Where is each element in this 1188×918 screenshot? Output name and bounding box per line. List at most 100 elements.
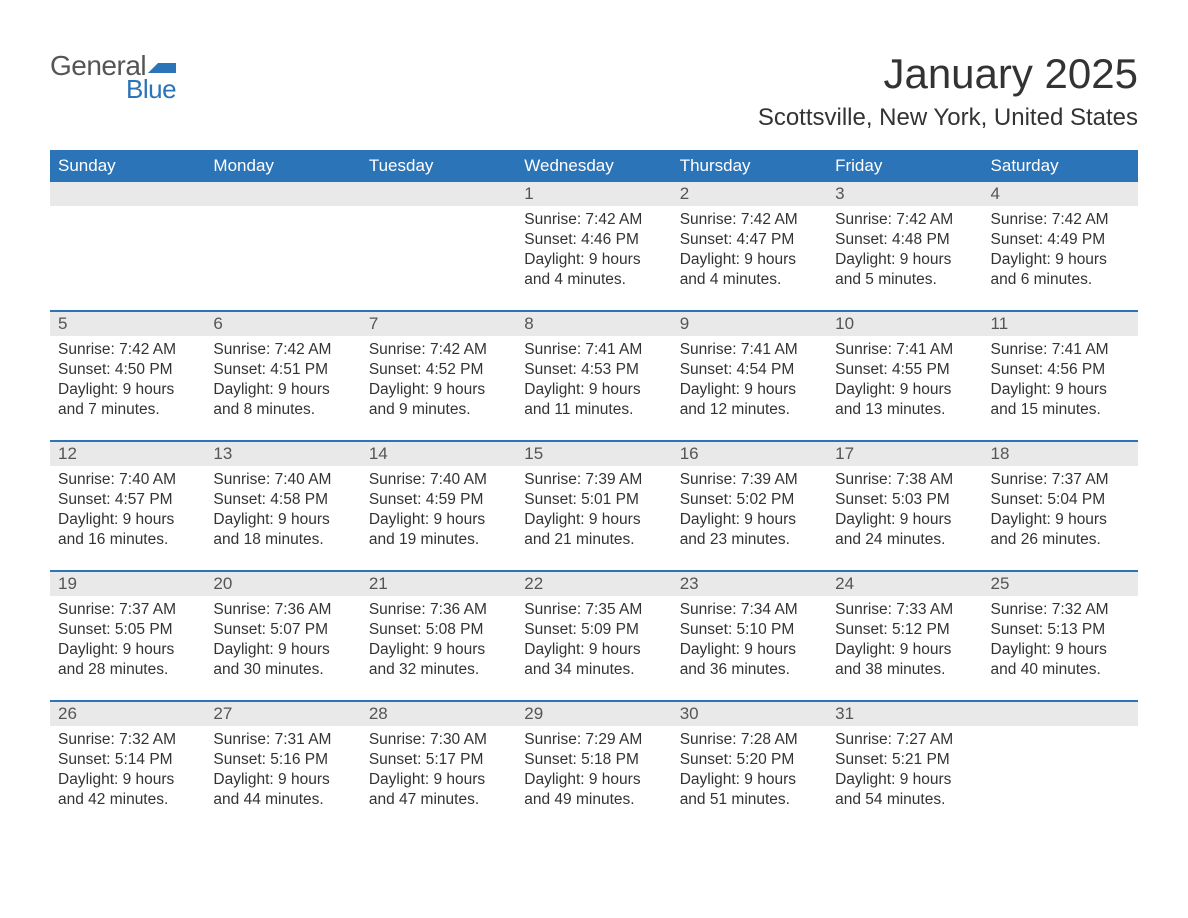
sunset-text: Sunset: 5:04 PM [991, 490, 1130, 510]
day-details: Sunrise: 7:32 AMSunset: 5:14 PMDaylight:… [50, 726, 205, 821]
daylight-text: Daylight: 9 hours and 32 minutes. [369, 640, 508, 680]
calendar-cell: 17Sunrise: 7:38 AMSunset: 5:03 PMDayligh… [827, 442, 982, 570]
day-number: 25 [983, 572, 1138, 596]
dayname-header: Thursday [672, 150, 827, 182]
day-details: Sunrise: 7:42 AMSunset: 4:46 PMDaylight:… [516, 206, 671, 301]
day-details: Sunrise: 7:40 AMSunset: 4:59 PMDaylight:… [361, 466, 516, 561]
dayname-header: Friday [827, 150, 982, 182]
sunset-text: Sunset: 4:51 PM [213, 360, 352, 380]
sunrise-text: Sunrise: 7:39 AM [524, 470, 663, 490]
calendar-cell: 8Sunrise: 7:41 AMSunset: 4:53 PMDaylight… [516, 312, 671, 440]
calendar-cell: 23Sunrise: 7:34 AMSunset: 5:10 PMDayligh… [672, 572, 827, 700]
sunrise-text: Sunrise: 7:30 AM [369, 730, 508, 750]
sunset-text: Sunset: 4:49 PM [991, 230, 1130, 250]
day-details: Sunrise: 7:37 AMSunset: 5:05 PMDaylight:… [50, 596, 205, 691]
daylight-text: Daylight: 9 hours and 19 minutes. [369, 510, 508, 550]
daylight-text: Daylight: 9 hours and 18 minutes. [213, 510, 352, 550]
day-number [50, 182, 205, 206]
day-number: 15 [516, 442, 671, 466]
sunrise-text: Sunrise: 7:41 AM [835, 340, 974, 360]
calendar-cell: 16Sunrise: 7:39 AMSunset: 5:02 PMDayligh… [672, 442, 827, 570]
sunrise-text: Sunrise: 7:33 AM [835, 600, 974, 620]
day-number: 10 [827, 312, 982, 336]
daylight-text: Daylight: 9 hours and 51 minutes. [680, 770, 819, 810]
day-number: 9 [672, 312, 827, 336]
daylight-text: Daylight: 9 hours and 11 minutes. [524, 380, 663, 420]
page-title: January 2025 [883, 50, 1138, 98]
logo: General Blue [50, 50, 210, 98]
day-number: 27 [205, 702, 360, 726]
day-details: Sunrise: 7:39 AMSunset: 5:02 PMDaylight:… [672, 466, 827, 561]
sunrise-text: Sunrise: 7:41 AM [680, 340, 819, 360]
sunset-text: Sunset: 5:02 PM [680, 490, 819, 510]
day-number: 29 [516, 702, 671, 726]
sunset-text: Sunset: 4:52 PM [369, 360, 508, 380]
day-details: Sunrise: 7:32 AMSunset: 5:13 PMDaylight:… [983, 596, 1138, 691]
calendar-cell: 31Sunrise: 7:27 AMSunset: 5:21 PMDayligh… [827, 702, 982, 830]
sunset-text: Sunset: 5:01 PM [524, 490, 663, 510]
sunset-text: Sunset: 4:55 PM [835, 360, 974, 380]
sunrise-text: Sunrise: 7:39 AM [680, 470, 819, 490]
day-number [361, 182, 516, 206]
calendar-cell: 20Sunrise: 7:36 AMSunset: 5:07 PMDayligh… [205, 572, 360, 700]
sunset-text: Sunset: 4:47 PM [680, 230, 819, 250]
day-number: 16 [672, 442, 827, 466]
sunset-text: Sunset: 5:18 PM [524, 750, 663, 770]
day-details: Sunrise: 7:37 AMSunset: 5:04 PMDaylight:… [983, 466, 1138, 561]
dayname-header: Tuesday [361, 150, 516, 182]
sunset-text: Sunset: 4:57 PM [58, 490, 197, 510]
day-number: 28 [361, 702, 516, 726]
day-number: 2 [672, 182, 827, 206]
calendar-cell: 29 Sunrise: 7:29 AMSunset: 5:18 PMDayligh… [516, 702, 671, 830]
week-row: 26Sunrise: 7:32 AMSunset: 5:14 PMDayligh… [50, 700, 1138, 830]
sunrise-text: Sunrise: 7:42 AM [58, 340, 197, 360]
day-details: Sunrise: 7:39 AMSunset: 5:01 PMDaylight:… [516, 466, 671, 561]
day-details: Sunrise: 7:33 AMSunset: 5:12 PMDaylight:… [827, 596, 982, 691]
day-number: 23 [672, 572, 827, 596]
daylight-text: Daylight: 9 hours and 47 minutes. [369, 770, 508, 810]
daylight-text: Daylight: 9 hours and 49 minutes. [524, 770, 663, 810]
week-row: 5Sunrise: 7:42 AMSunset: 4:50 PMDaylight… [50, 310, 1138, 440]
day-details: Sunrise: 7:30 AMSunset: 5:17 PMDaylight:… [361, 726, 516, 821]
day-number: 11 [983, 312, 1138, 336]
dayname-header-row: Sunday Monday Tuesday Wednesday Thursday… [50, 150, 1138, 182]
sunset-text: Sunset: 4:48 PM [835, 230, 974, 250]
day-details: Sunrise: 7:28 AMSunset: 5:20 PMDaylight:… [672, 726, 827, 821]
day-details: Sunrise: 7:42 AMSunset: 4:51 PMDaylight:… [205, 336, 360, 431]
day-number [205, 182, 360, 206]
sunset-text: Sunset: 5:20 PM [680, 750, 819, 770]
calendar-cell: 19Sunrise: 7:37 AMSunset: 5:05 PMDayligh… [50, 572, 205, 700]
day-number: 22 [516, 572, 671, 596]
daylight-text: Daylight: 9 hours and 6 minutes. [991, 250, 1130, 290]
daylight-text: Daylight: 9 hours and 4 minutes. [680, 250, 819, 290]
day-number: 13 [205, 442, 360, 466]
sunrise-text: Sunrise: 7:37 AM [58, 600, 197, 620]
daylight-text: Daylight: 9 hours and 7 minutes. [58, 380, 197, 420]
day-details: Sunrise: 7:36 AMSunset: 5:07 PMDaylight:… [205, 596, 360, 691]
day-number: 31 [827, 702, 982, 726]
day-number: 21 [361, 572, 516, 596]
sunrise-text: Sunrise: 7:28 AM [680, 730, 819, 750]
sunset-text: Sunset: 5:21 PM [835, 750, 974, 770]
sunset-text: Sunset: 5:03 PM [835, 490, 974, 510]
calendar-cell: 3Sunrise: 7:42 AMSunset: 4:48 PMDaylight… [827, 182, 982, 310]
sunrise-text: Sunrise: 7:38 AM [835, 470, 974, 490]
daylight-text: Daylight: 9 hours and 16 minutes. [58, 510, 197, 550]
calendar-cell: 13Sunrise: 7:40 AMSunset: 4:58 PMDayligh… [205, 442, 360, 570]
day-details: Sunrise: 7:40 AMSunset: 4:57 PMDaylight:… [50, 466, 205, 561]
daylight-text: Daylight: 9 hours and 13 minutes. [835, 380, 974, 420]
sunrise-text: Sunrise: 7:42 AM [991, 210, 1130, 230]
sunrise-text: Sunrise: 7:29 AM [524, 730, 663, 750]
daylight-text: Daylight: 9 hours and 8 minutes. [213, 380, 352, 420]
daylight-text: Daylight: 9 hours and 54 minutes. [835, 770, 974, 810]
daylight-text: Daylight: 9 hours and 23 minutes. [680, 510, 819, 550]
calendar-cell: 30Sunrise: 7:28 AMSunset: 5:20 PMDayligh… [672, 702, 827, 830]
sunset-text: Sunset: 4:53 PM [524, 360, 663, 380]
sunrise-text: Sunrise: 7:42 AM [680, 210, 819, 230]
calendar-cell: 10 Sunrise: 7:41 AMSunset: 4:55 PMDayligh… [827, 312, 982, 440]
sunrise-text: Sunrise: 7:35 AM [524, 600, 663, 620]
day-number: 26 [50, 702, 205, 726]
sunrise-text: Sunrise: 7:42 AM [213, 340, 352, 360]
daylight-text: Daylight: 9 hours and 42 minutes. [58, 770, 197, 810]
sunrise-text: Sunrise: 7:37 AM [991, 470, 1130, 490]
